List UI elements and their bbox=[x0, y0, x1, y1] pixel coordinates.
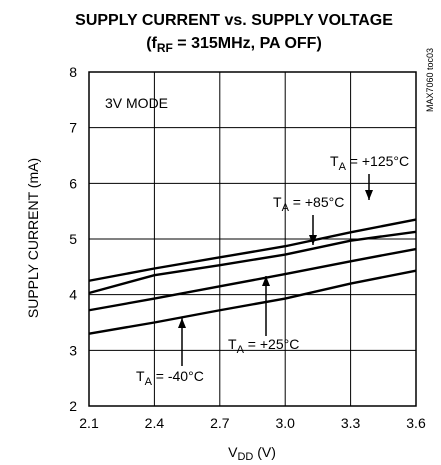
label-85c: TA = +85°C bbox=[273, 194, 344, 214]
plot-frame bbox=[88, 71, 417, 407]
chart-title-line1: SUPPLY CURRENT vs. SUPPLY VOLTAGE bbox=[75, 12, 393, 29]
y-tick-label: 5 bbox=[69, 231, 77, 247]
series-line-85c bbox=[88, 230, 417, 295]
label-125c-arrow-head bbox=[365, 190, 373, 200]
y-tick-label: 8 bbox=[69, 64, 77, 80]
y-axis-label: SUPPLY CURRENT (mA) bbox=[25, 158, 41, 318]
x-tick-label: 3.6 bbox=[406, 415, 426, 431]
label-85c-arrow-head bbox=[309, 235, 317, 245]
y-tick-label: 2 bbox=[69, 398, 77, 414]
chart-title-line2: (fRF = 315MHz, PA OFF) bbox=[146, 35, 322, 55]
label-25c-arrow-head bbox=[262, 276, 270, 286]
label-minus40c-arrow-head bbox=[178, 318, 186, 328]
mode-label: 3V MODE bbox=[105, 95, 168, 111]
series-line-minus40c bbox=[88, 269, 417, 335]
x-axis-label: VDD (V) bbox=[228, 444, 276, 463]
y-tick-label: 7 bbox=[69, 120, 77, 136]
annotation-layer: TA = +125°C TA = +85°C TA = +25°C TA = -40°… bbox=[136, 153, 409, 388]
label-25c: TA = +25°C bbox=[228, 336, 299, 356]
y-tick-label: 6 bbox=[69, 175, 77, 191]
x-tick-labels: 2.1 2.4 2.7 3.0 3.3 3.6 bbox=[79, 415, 426, 431]
figure-code: MAX7060 toc03 bbox=[425, 48, 435, 112]
y-tick-labels: 2 3 4 5 6 7 8 bbox=[69, 64, 77, 414]
label-125c: TA = +125°C bbox=[330, 153, 409, 173]
y-tick-label: 3 bbox=[69, 342, 77, 358]
series-line-125c bbox=[88, 218, 417, 282]
label-minus40c: TA = -40°C bbox=[136, 368, 204, 388]
series-layer bbox=[88, 218, 417, 335]
x-tick-label: 3.0 bbox=[275, 415, 295, 431]
y-tick-label: 4 bbox=[69, 287, 77, 303]
x-tick-label: 2.4 bbox=[145, 415, 165, 431]
series-line-25c bbox=[88, 247, 417, 312]
x-tick-label: 2.1 bbox=[79, 415, 99, 431]
x-tick-label: 2.7 bbox=[210, 415, 230, 431]
x-tick-label: 3.3 bbox=[341, 415, 361, 431]
